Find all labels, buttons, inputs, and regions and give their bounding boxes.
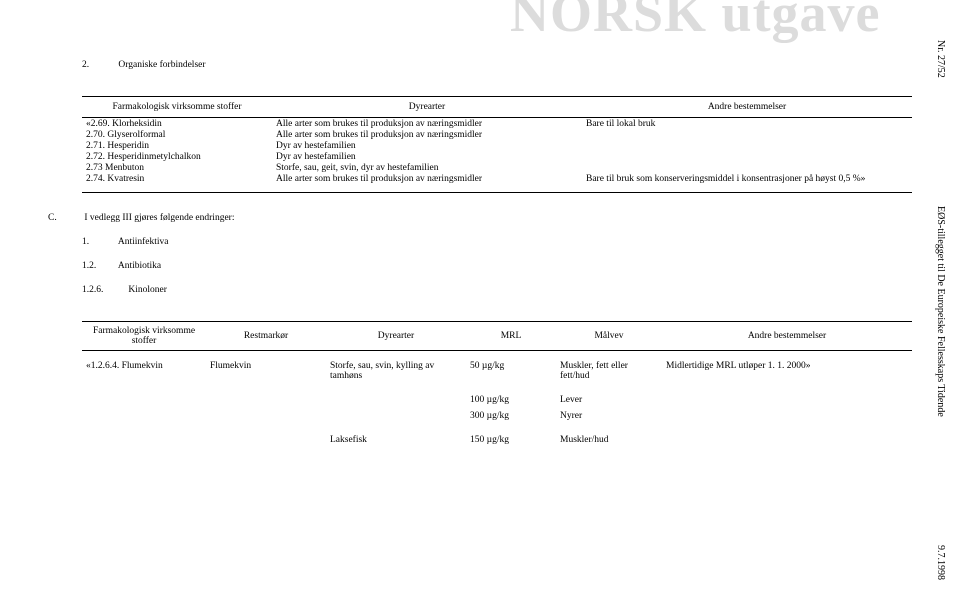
t2-cell <box>82 392 206 408</box>
t1-header-3: Andre bestemmelser <box>582 97 912 118</box>
t2-cell: Muskler/hud <box>556 432 662 448</box>
t1-cell: Alle arter som brukes til produksjon av … <box>272 118 582 130</box>
margin-title: EØS-tillegget til De Europeiske Fellessk… <box>935 206 946 417</box>
t2-cell <box>206 408 326 424</box>
t1-cell <box>582 151 912 162</box>
t1-cell: 2.72. Hesperidinmetylchalkon <box>82 151 272 162</box>
t2-cell: 50 µg/kg <box>466 350 556 384</box>
t2-cell <box>82 432 206 448</box>
line-12-text: Antibiotika <box>118 261 161 271</box>
t2-cell <box>206 392 326 408</box>
line-12: 1.2. Antibiotika <box>82 261 912 271</box>
line-c-num: C. <box>48 213 82 223</box>
t2-header-6: Andre bestemmelser <box>662 321 912 350</box>
t2-cell <box>206 432 326 448</box>
t1-cell: Bare til lokal bruk <box>582 118 912 130</box>
line-c: C. I vedlegg III gjøres følgende endring… <box>48 213 912 223</box>
t2-cell: Muskler, fett eller fett/hud <box>556 350 662 384</box>
t2-header-1: Farmakologisk virksomme stoffer <box>82 321 206 350</box>
t1-cell <box>582 129 912 140</box>
t2-cell <box>326 408 466 424</box>
t1-cell: Dyr av hestefamilien <box>272 140 582 151</box>
t1-cell: Storfe, sau, geit, svin, dyr av hestefam… <box>272 162 582 173</box>
t1-cell: «2.69. Klorheksidin <box>82 118 272 130</box>
t1-cell: Alle arter som brukes til produksjon av … <box>272 173 582 192</box>
t2-header-4: MRL <box>466 321 556 350</box>
t1-header-1: Farmakologisk virksomme stoffer <box>82 97 272 118</box>
t2-cell: Storfe, sau, svin, kylling av tamhøns <box>326 350 466 384</box>
watermark-text: NORSK utgave <box>510 0 881 44</box>
t2-cell <box>662 392 912 408</box>
t1-cell: Dyr av hestefamilien <box>272 151 582 162</box>
t2-cell: «1.2.6.4. Flumekvin <box>82 350 206 384</box>
line-c-text: I vedlegg III gjøres følgende endringer: <box>84 213 234 223</box>
page-content: 2. Organiske forbindelser Farmakologisk … <box>82 60 912 448</box>
line-1-text: Antiinfektiva <box>118 237 169 247</box>
t1-cell <box>582 162 912 173</box>
t2-header-3: Dyrearter <box>326 321 466 350</box>
t1-cell: 2.73 Menbuton <box>82 162 272 173</box>
t2-cell: 150 µg/kg <box>466 432 556 448</box>
t1-header-2: Dyrearter <box>272 97 582 118</box>
intermission-block: C. I vedlegg III gjøres følgende endring… <box>82 213 912 295</box>
t2-header-5: Målvev <box>556 321 662 350</box>
t2-cell: Lever <box>556 392 662 408</box>
t2-cell <box>326 392 466 408</box>
t1-cell: 2.70. Glyserolformal <box>82 129 272 140</box>
t2-cell: Nyrer <box>556 408 662 424</box>
section-number: 2. <box>82 60 116 70</box>
margin-date: 9.7.1998 <box>935 545 946 580</box>
t2-cell: Flumekvin <box>206 350 326 384</box>
line-126-num: 1.2.6. <box>82 285 126 295</box>
line-1: 1. Antiinfektiva <box>82 237 912 247</box>
table-substances-1: Farmakologisk virksomme stoffer Dyrearte… <box>82 96 912 193</box>
t1-cell: Bare til bruk som konserveringsmiddel i … <box>582 173 912 192</box>
line-126-text: Kinoloner <box>128 285 167 295</box>
t2-cell: 100 µg/kg <box>466 392 556 408</box>
t2-cell: Laksefisk <box>326 432 466 448</box>
line-12-num: 1.2. <box>82 261 116 271</box>
margin-nr: Nr. 27/52 <box>935 40 946 78</box>
t1-cell <box>582 140 912 151</box>
section-heading: 2. Organiske forbindelser <box>82 60 912 70</box>
line-1-num: 1. <box>82 237 116 247</box>
section-title-text: Organiske forbindelser <box>118 60 205 70</box>
t2-header-2: Restmarkør <box>206 321 326 350</box>
t2-cell: Midlertidige MRL utløper 1. 1. 2000» <box>662 350 912 384</box>
t2-cell <box>82 408 206 424</box>
t1-cell: Alle arter som brukes til produksjon av … <box>272 129 582 140</box>
t2-cell <box>662 432 912 448</box>
right-margin: Nr. 27/52 EØS-tillegget til De Europeisk… <box>935 40 946 580</box>
line-126: 1.2.6. Kinoloner <box>82 285 912 295</box>
t1-cell: 2.74. Kvatresin <box>82 173 272 192</box>
t2-cell <box>662 408 912 424</box>
t2-cell: 300 µg/kg <box>466 408 556 424</box>
t1-cell: 2.71. Hesperidin <box>82 140 272 151</box>
table-substances-2: Farmakologisk virksomme stoffer Restmark… <box>82 321 912 448</box>
